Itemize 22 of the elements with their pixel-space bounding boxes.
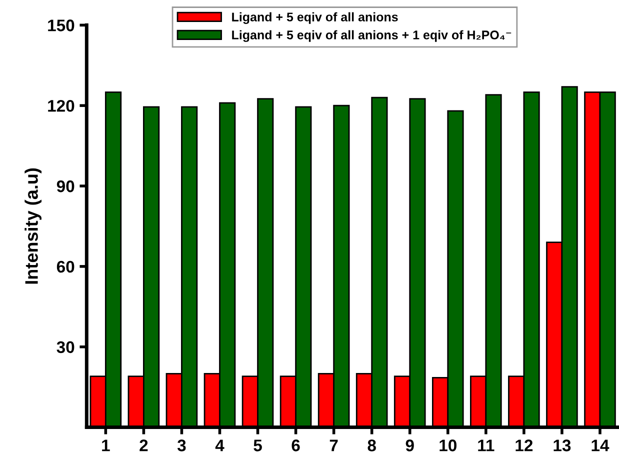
x-tick-label: 13	[554, 440, 571, 452]
x-tick-label: 6	[292, 440, 300, 452]
x-tick-label: 3	[177, 440, 186, 452]
y-tick-label: 30	[56, 341, 74, 354]
x-tick-label: 12	[516, 440, 533, 452]
x-tick-label: 5	[254, 440, 262, 452]
x-tick-label: 11	[478, 440, 494, 452]
y-tick-label: 120	[48, 100, 74, 112]
x-tick-label: 2	[140, 440, 148, 452]
x-tick-label: 10	[440, 440, 456, 452]
y-tick-label: 90	[56, 180, 74, 192]
x-tick-label: 1	[102, 440, 110, 452]
x-tick-label: 9	[406, 440, 414, 452]
x-tick-label: 7	[330, 440, 338, 452]
x-tick-label: 14	[592, 440, 610, 452]
y-axis-title: Intensity (a.u)	[24, 168, 42, 284]
x-tick-label: 4	[215, 440, 224, 452]
x-tick-label: 8	[368, 440, 376, 452]
y-tick-label: 150	[48, 20, 74, 32]
legend-label: Ligand + 5 eqiv of all anions + 1 eqiv of H₂PO₄⁻	[232, 30, 512, 42]
legend-label: Ligand + 5 eqiv of all anions	[232, 12, 398, 24]
y-tick-label: 60	[56, 260, 74, 273]
